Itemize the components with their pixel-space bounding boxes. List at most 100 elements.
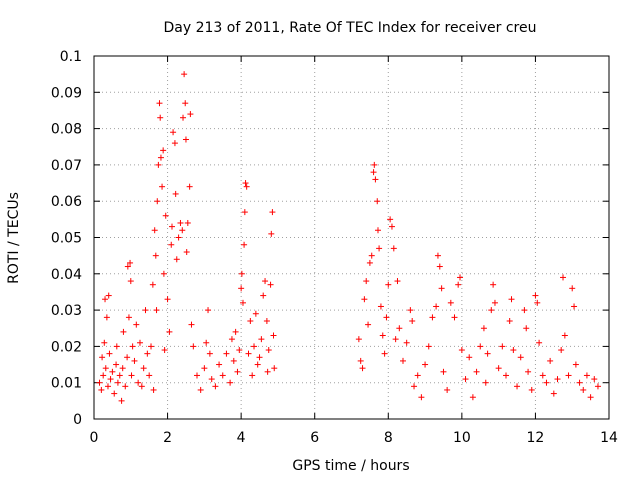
data-point (517, 354, 524, 361)
data-point (503, 372, 509, 379)
data-point (203, 339, 210, 346)
data-point (227, 379, 234, 386)
data-point (414, 372, 421, 379)
data-point (194, 372, 200, 379)
data-point (565, 372, 572, 379)
data-point (166, 328, 173, 335)
y-axis-label: ROTI / TECUs (6, 192, 22, 284)
data-point (153, 307, 160, 314)
y-tick-label: 0 (73, 412, 82, 428)
data-point (525, 368, 532, 375)
data-point (569, 285, 576, 292)
y-tick-label: 0.08 (51, 122, 82, 138)
data-point (179, 227, 186, 234)
data-point (366, 259, 373, 266)
data-point (514, 383, 521, 390)
data-point (381, 350, 388, 357)
axis-ticks: 0 2 4 6 8 10 12 14 0 0.01 0.02 0.03 0.04 0.05 0.06 0.07… (51, 49, 618, 446)
data-point (480, 325, 487, 332)
data-point (124, 354, 131, 361)
data-point (177, 219, 184, 226)
data-point (447, 299, 454, 306)
data-point (206, 350, 213, 357)
data-point (109, 368, 116, 375)
data-point (160, 147, 167, 154)
data-point (594, 383, 601, 390)
x-axis-label: GPS time / hours (292, 458, 409, 474)
data-point (403, 339, 410, 346)
chart-title: Day 213 of 2011, Rate Of TEC Index for r… (163, 20, 536, 36)
data-point (242, 180, 249, 187)
data-point (396, 325, 403, 332)
data-point (580, 386, 587, 393)
data-point (119, 365, 126, 372)
data-point (571, 303, 578, 310)
data-point (116, 372, 123, 379)
data-point (418, 394, 425, 401)
data-point (241, 209, 248, 216)
data-point (371, 161, 378, 168)
data-point (135, 379, 142, 386)
data-point (120, 328, 127, 335)
data-point (411, 383, 418, 390)
data-point (162, 212, 169, 219)
data-point (182, 136, 189, 143)
data-point (256, 354, 263, 361)
data-point (129, 343, 136, 350)
data-point (245, 350, 252, 357)
y-tick-label: 0.05 (51, 231, 82, 247)
data-point (560, 274, 567, 281)
data-points (96, 71, 601, 404)
data-point (173, 256, 180, 263)
data-point (267, 281, 274, 288)
data-point (150, 386, 157, 393)
data-point (105, 292, 112, 299)
data-point (107, 376, 114, 383)
data-point (539, 372, 546, 379)
x-tick-label: 10 (453, 430, 471, 446)
x-tick-label: 6 (310, 430, 319, 446)
data-point (363, 278, 370, 285)
data-point (156, 100, 163, 107)
data-point (554, 376, 561, 383)
data-point (491, 299, 498, 306)
data-point (368, 252, 375, 259)
data-point (477, 343, 484, 350)
data-point (422, 361, 429, 368)
data-point (133, 321, 140, 328)
data-point (157, 114, 164, 121)
data-point (370, 169, 377, 176)
data-point (251, 343, 258, 350)
data-point (236, 347, 243, 354)
data-point (534, 299, 541, 306)
data-point (128, 372, 135, 379)
data-point (113, 343, 120, 350)
data-point (388, 223, 395, 230)
data-point (473, 368, 480, 375)
data-point (550, 390, 557, 397)
data-point (254, 361, 261, 368)
data-point (127, 259, 134, 266)
data-point (243, 183, 250, 190)
data-point (466, 354, 473, 361)
y-tick-label: 0.03 (51, 303, 82, 319)
x-tick-label: 2 (163, 430, 172, 446)
data-point (249, 372, 256, 379)
data-point (455, 281, 462, 288)
data-point (372, 176, 379, 183)
data-point (228, 336, 235, 343)
data-point (187, 111, 194, 118)
data-point (383, 314, 390, 321)
data-point (100, 372, 107, 379)
data-point (434, 252, 441, 259)
data-point (171, 140, 178, 147)
data-point (457, 274, 464, 281)
data-point (238, 270, 245, 277)
data-point (223, 350, 230, 357)
data-point (269, 209, 276, 216)
data-point (270, 332, 277, 339)
data-point (495, 365, 502, 372)
data-point (436, 263, 443, 270)
data-point (385, 281, 392, 288)
data-point (377, 303, 384, 310)
